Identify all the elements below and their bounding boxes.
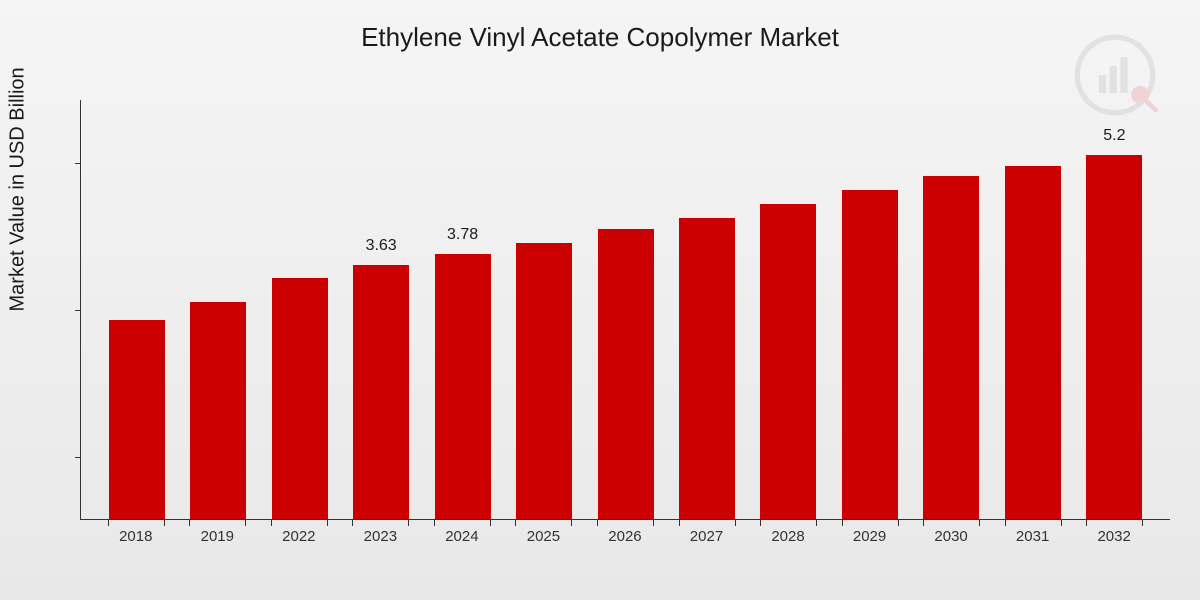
x-axis-label: 2024 (445, 528, 478, 545)
x-axis-label: 2022 (282, 528, 315, 545)
x-label-wrapper: 2022 (258, 528, 340, 545)
y-axis-label: Market Value in USD Billion (7, 67, 30, 311)
bar-wrapper: 5.2 (1074, 100, 1155, 519)
bar (1086, 155, 1142, 519)
bar (760, 204, 816, 519)
x-tick (1086, 520, 1087, 526)
x-tick (597, 520, 598, 526)
x-axis-label: 2032 (1097, 528, 1130, 545)
y-tick (75, 457, 81, 458)
x-tick (898, 520, 899, 526)
x-tick (923, 520, 924, 526)
x-axis-label: 2030 (934, 528, 967, 545)
y-tick (75, 163, 81, 164)
x-label-wrapper: 2028 (747, 528, 829, 545)
x-tick (245, 520, 246, 526)
x-tick (571, 520, 572, 526)
bar (923, 176, 979, 519)
bar-wrapper: 3.78 (422, 100, 503, 519)
x-tick (327, 520, 328, 526)
bar (109, 320, 165, 520)
bar-wrapper (503, 100, 584, 519)
x-tick (1061, 520, 1062, 526)
x-label-wrapper: 2031 (992, 528, 1074, 545)
x-axis-label: 2019 (201, 528, 234, 545)
bar (190, 302, 246, 519)
bar-value-label: 3.63 (366, 237, 397, 255)
x-label-wrapper: 2027 (666, 528, 748, 545)
x-tick (653, 520, 654, 526)
x-axis-label: 2031 (1016, 528, 1049, 545)
x-axis-label: 2025 (527, 528, 560, 545)
x-axis-label: 2028 (771, 528, 804, 545)
bar (516, 243, 572, 520)
bar-wrapper (96, 100, 177, 519)
x-tick (979, 520, 980, 526)
bar-wrapper: 3.63 (340, 100, 421, 519)
bar (435, 254, 491, 519)
bar-wrapper (177, 100, 258, 519)
x-label-wrapper: 2018 (95, 528, 177, 545)
x-label-wrapper: 2026 (584, 528, 666, 545)
x-tick (679, 520, 680, 526)
y-tick (75, 310, 81, 311)
x-tick (352, 520, 353, 526)
x-tick (842, 520, 843, 526)
bar (679, 218, 735, 519)
plot-area: 3.63 3.78 5.2 (80, 100, 1170, 520)
x-axis-label: 2018 (119, 528, 152, 545)
bar-wrapper (911, 100, 992, 519)
x-labels-group: 2018 2019 2022 2023 2024 2025 2026 2027 2028 2029… (80, 528, 1170, 545)
x-tick (164, 520, 165, 526)
bar-value-label: 3.78 (447, 226, 478, 244)
chart-title: Ethylene Vinyl Acetate Copolymer Market (0, 0, 1200, 53)
bar-wrapper (748, 100, 829, 519)
x-tick (816, 520, 817, 526)
x-axis-label: 2023 (364, 528, 397, 545)
x-tick (108, 520, 109, 526)
x-label-wrapper: 2032 (1073, 528, 1155, 545)
bars-group: 3.63 3.78 5.2 (81, 100, 1170, 519)
x-label-wrapper: 2024 (421, 528, 503, 545)
x-label-wrapper: 2023 (340, 528, 422, 545)
bar-wrapper (666, 100, 747, 519)
bar (598, 229, 654, 520)
x-tick (735, 520, 736, 526)
bar (272, 278, 328, 520)
x-label-wrapper: 2030 (910, 528, 992, 545)
bar (1005, 166, 1061, 520)
x-tick (271, 520, 272, 526)
x-tick (1142, 520, 1143, 526)
chart-container: 3.63 3.78 5.2 2018 2019 2022 2023 2024 2025 2026… (80, 100, 1170, 550)
bar (842, 190, 898, 519)
bar (353, 265, 409, 519)
x-label-wrapper: 2025 (503, 528, 585, 545)
x-tick (760, 520, 761, 526)
x-tick (490, 520, 491, 526)
bar-wrapper (992, 100, 1073, 519)
x-tick (189, 520, 190, 526)
bar-wrapper (259, 100, 340, 519)
bar-wrapper (585, 100, 666, 519)
x-label-wrapper: 2019 (177, 528, 259, 545)
bar-wrapper (829, 100, 910, 519)
bar-value-label: 5.2 (1103, 127, 1125, 145)
x-label-wrapper: 2029 (829, 528, 911, 545)
x-axis-label: 2029 (853, 528, 886, 545)
x-tick (515, 520, 516, 526)
x-tick (434, 520, 435, 526)
x-axis-label: 2026 (608, 528, 641, 545)
x-tick (1005, 520, 1006, 526)
x-axis-label: 2027 (690, 528, 723, 545)
x-tick (408, 520, 409, 526)
